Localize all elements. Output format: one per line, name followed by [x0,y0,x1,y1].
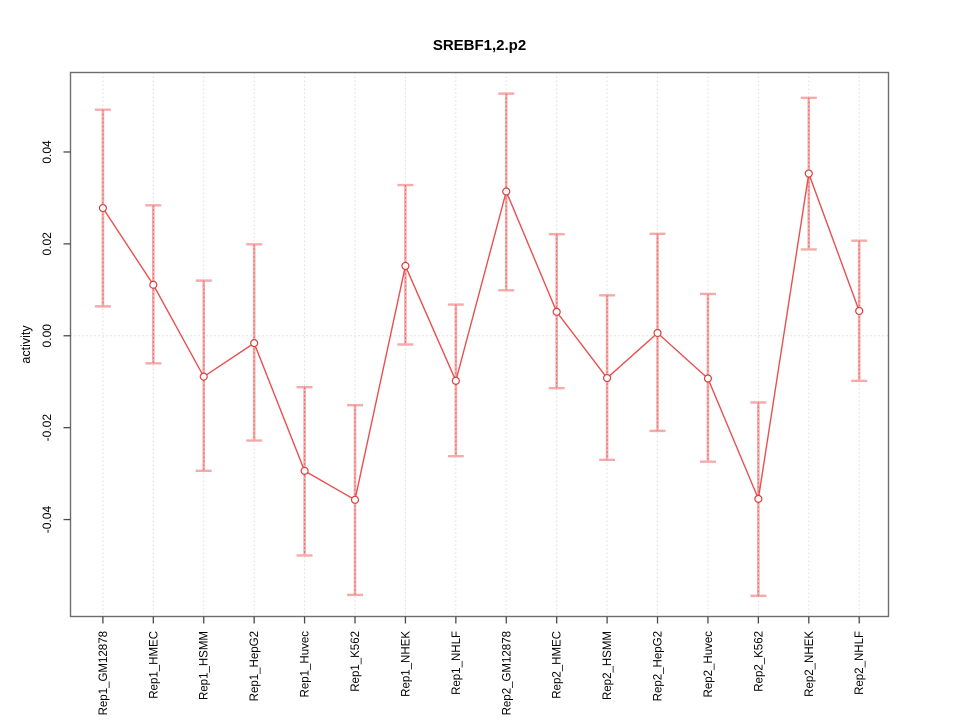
series-line [102,170,860,502]
x-tick-label: Rep1_HMEC [148,631,160,699]
chart-title: SREBF1,2.p2 [433,37,526,54]
x-tick-label: Rep2_Huvec [703,631,715,698]
x-tick-label: Rep1_Huvec [300,631,312,698]
y-tick-label: 0.00 [40,324,54,348]
data-point [552,307,561,316]
x-tick-label: Rep1_K562 [350,631,362,692]
plot-box [69,71,890,618]
data-point [250,339,259,348]
x-tick-label: Rep2_NHLF [854,631,866,695]
data-point [149,280,158,289]
data-point [855,306,864,316]
ticks-layer [63,151,860,624]
data-point [350,495,360,504]
error-bars-layer [94,92,868,598]
data-point [754,494,763,503]
y-tick-label: -0.04 [40,506,54,534]
grid-layer [70,72,889,617]
x-tick-label: Rep2_K562 [753,631,765,692]
x-tick-label: Rep2_GM12878 [501,631,513,715]
x-tick-label: Rep1_HepG2 [249,631,261,701]
x-tick-label: Rep1_GM12878 [98,631,110,715]
series-layer [98,169,864,504]
x-tick-label: Rep2_HMEC [552,631,564,699]
x-tick-label: Rep2_HepG2 [653,631,665,701]
x-tick-label: Rep2_HSMM [602,631,614,700]
data-point [703,374,713,383]
labels-layer: Rep1_GM12878 Rep1_HMEC Rep1_HSMM Rep1_HepG2… [40,140,866,715]
y-tick-label: -0.02 [40,414,54,442]
data-point [451,376,460,385]
x-tick-label: Rep1_NHLF [451,631,463,695]
data-point [804,169,813,178]
data-point [98,203,108,213]
data-point [401,261,410,271]
y-tick-label: 0.04 [40,140,54,164]
data-point [300,466,309,475]
data-point [653,328,662,338]
x-tick-label: Rep1_NHEK [400,631,412,697]
frame-layer [69,71,890,618]
data-point [602,373,612,383]
y-tick-label: 0.02 [40,232,54,256]
y-axis-label: activity [19,325,33,364]
data-point [502,187,511,196]
x-tick-label: Rep2_NHEK [804,631,816,697]
x-tick-label: Rep1_HSMM [199,631,211,700]
data-point [199,372,208,381]
